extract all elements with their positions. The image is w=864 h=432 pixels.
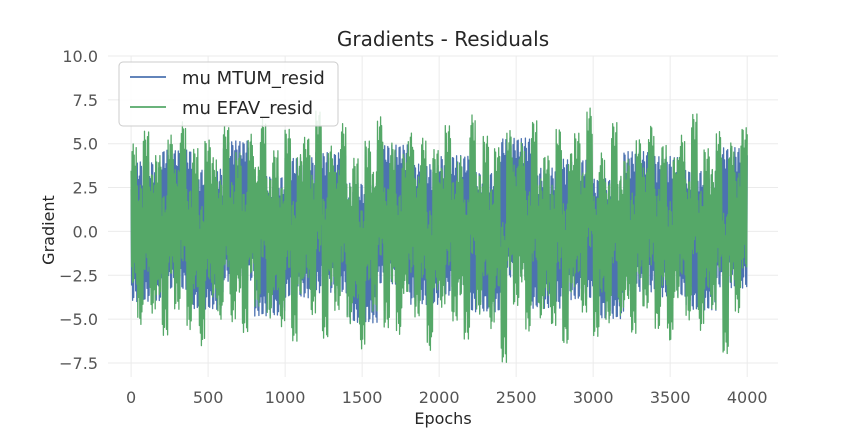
x-tick-label: 1000 xyxy=(265,388,306,407)
legend-box xyxy=(118,61,339,127)
x-axis-label: Epochs xyxy=(414,409,471,428)
legend: mu MTUM_resid mu EFAV_resid xyxy=(118,61,339,127)
legend-label-mu-efav-resid: mu EFAV_resid xyxy=(182,98,313,119)
y-tick-label: 7.5 xyxy=(73,91,98,110)
series-layer xyxy=(130,107,748,363)
series-line-mu-mtum-resid xyxy=(130,137,748,324)
x-tick-label: 500 xyxy=(193,388,224,407)
x-tick-label: 1500 xyxy=(342,388,383,407)
y-tick-labels: −7.5 −5.0 −2.5 0.0 2.5 5.0 7.5 10.0 xyxy=(59,47,98,373)
y-tick-label: 2.5 xyxy=(73,179,98,198)
x-tick-label: 3500 xyxy=(650,388,691,407)
x-tick-label: 3000 xyxy=(573,388,614,407)
x-tick-label: 0 xyxy=(126,388,136,407)
x-tick-label: 4000 xyxy=(727,388,768,407)
y-tick-label: 10.0 xyxy=(62,47,98,66)
x-tick-label: 2500 xyxy=(496,388,537,407)
legend-label-mu-mtum-resid: mu MTUM_resid xyxy=(182,68,325,89)
y-tick-label: −2.5 xyxy=(59,266,98,285)
chart-title: Gradients - Residuals xyxy=(337,27,549,51)
y-tick-label: −7.5 xyxy=(59,354,98,373)
series-line-mu-efav-resid xyxy=(130,107,748,363)
x-tick-labels: 0 500 1000 1500 2000 2500 3000 3500 4000 xyxy=(126,388,768,407)
x-tick-label: 2000 xyxy=(419,388,460,407)
y-axis-label: Gradient xyxy=(39,195,58,265)
y-tick-label: 0.0 xyxy=(73,222,98,241)
y-tick-label: −5.0 xyxy=(59,310,98,329)
y-tick-label: 5.0 xyxy=(73,135,98,154)
